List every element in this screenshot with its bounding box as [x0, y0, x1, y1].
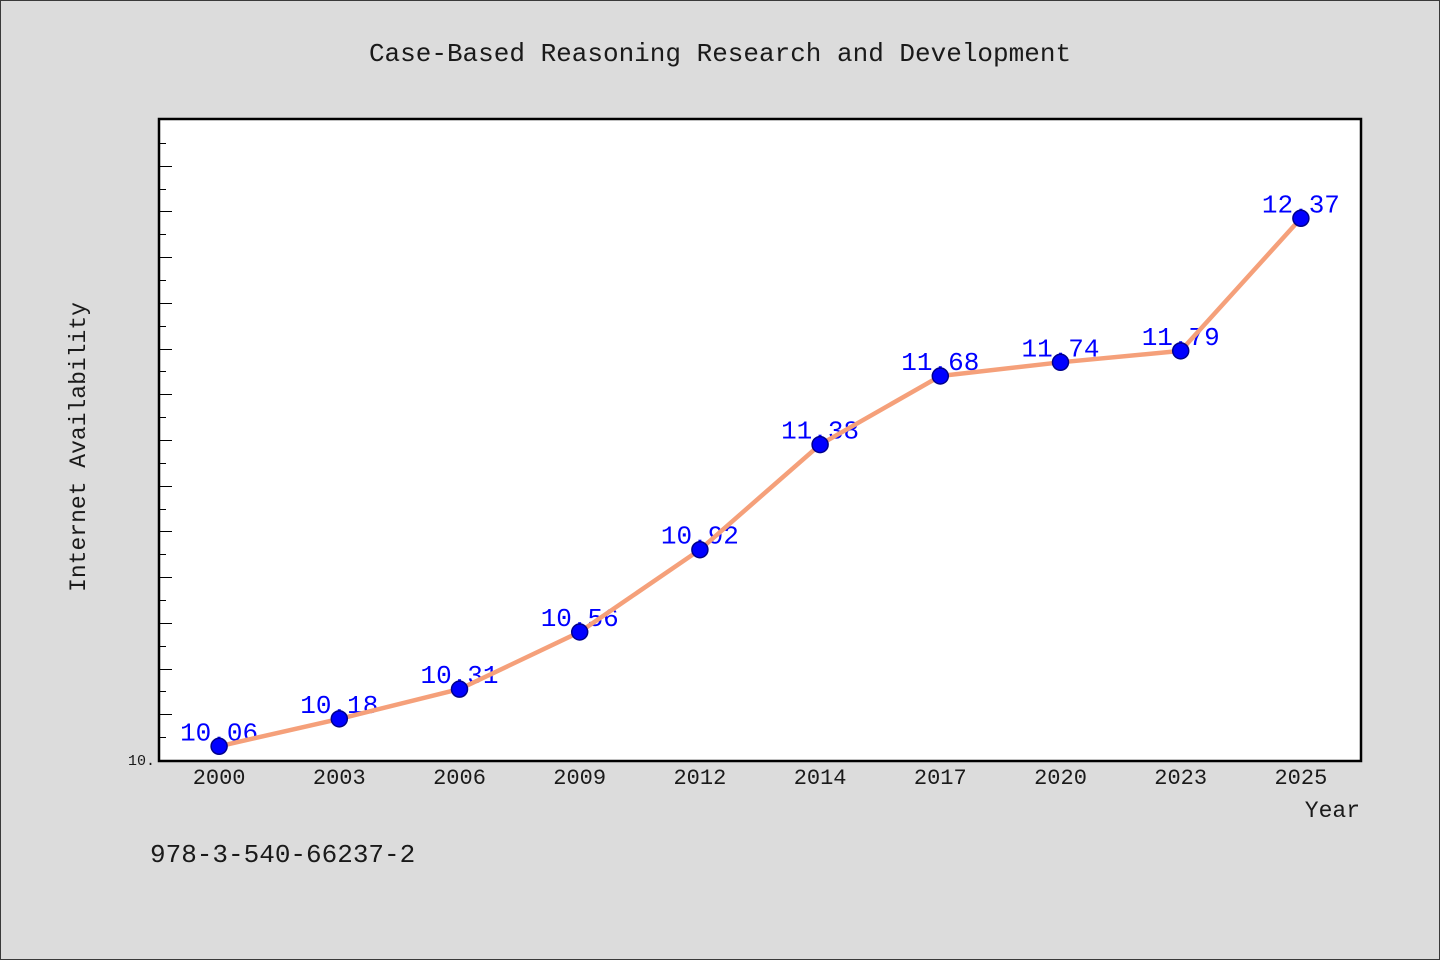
plot-background [159, 119, 1361, 761]
x-tick-label: 2014 [794, 766, 847, 791]
x-tick-label: 2020 [1034, 766, 1087, 791]
x-tick-label: 2009 [553, 766, 606, 791]
y-tick-label: 10. [128, 753, 155, 770]
data-point-marker [691, 540, 709, 559]
y-axis-tick-labels: 10. [128, 753, 155, 770]
data-point-marker [811, 435, 829, 454]
x-tick-label: 2025 [1274, 766, 1327, 791]
series-line [216, 216, 1304, 749]
x-tick-label: 2012 [673, 766, 726, 791]
data-point-marker [570, 623, 589, 641]
data-point-marker [1051, 353, 1070, 372]
x-tick-label: 2023 [1154, 766, 1207, 791]
plot-frame [157, 117, 1363, 763]
data-point-marker [1171, 342, 1190, 360]
data-point-marker [450, 680, 469, 698]
chart-title: Case-Based Reasoning Research and Develo… [369, 39, 1071, 69]
x-axis-label: Year [1305, 798, 1360, 824]
data-point-marker [210, 737, 228, 756]
x-tick-label: 2003 [313, 766, 366, 791]
x-tick-label: 2006 [433, 766, 486, 791]
x-axis-tick-labels: 2000 2003 2006 2009 2012 2014 2017 2020 2023 2025 [193, 766, 1328, 791]
data-point-marker [1292, 209, 1310, 228]
y-axis-label: Internet Availability [66, 302, 92, 592]
x-tick-label: 2000 [193, 766, 246, 791]
x-tick-label: 2017 [914, 766, 967, 791]
data-point-marker [330, 710, 349, 728]
footer-text: 978-3-540-66237-2 [150, 840, 415, 870]
data-point-marker [931, 367, 950, 385]
data-markers [210, 209, 1310, 756]
